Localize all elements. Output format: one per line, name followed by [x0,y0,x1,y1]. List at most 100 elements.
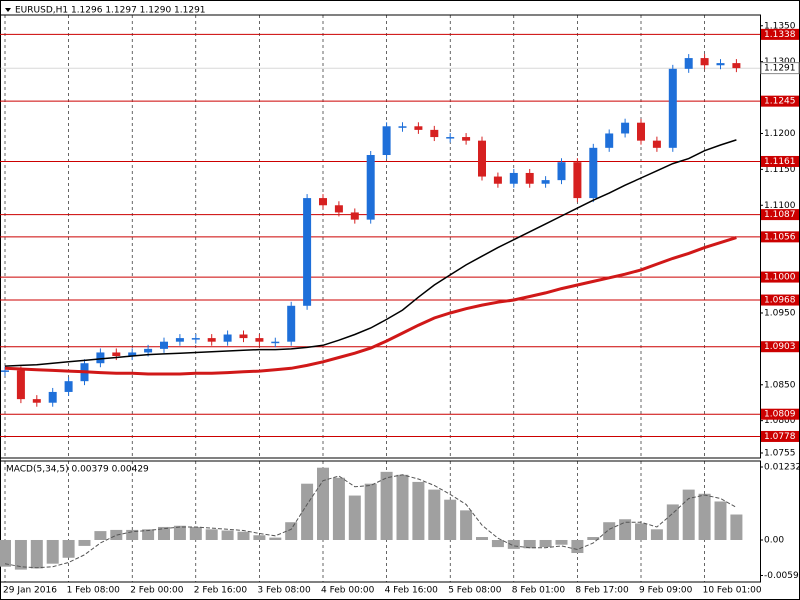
level-label: 1.0809 [764,410,796,420]
candle-body [1,370,9,372]
level-tag [761,209,799,221]
histogram-bar [285,522,298,540]
candle-body [175,338,184,342]
histogram-bar [635,523,647,540]
candle-body [637,122,645,141]
histogram-bar [253,535,266,540]
y-tick-label: 1.1200 [764,129,796,139]
histogram-bar [221,530,234,540]
candle-body [32,399,41,403]
histogram-bar [666,504,679,540]
candle-body [64,381,73,392]
candle-body [382,126,391,156]
histogram-bar [555,539,568,545]
level-label: 1.1245 [764,97,796,107]
histogram-bar [587,537,600,540]
candle-body [557,162,566,181]
level-tag [761,341,799,353]
level-tag [761,271,799,283]
level-label: 1.1338 [764,30,796,40]
level-tag [761,294,799,306]
histogram-bar [94,531,107,540]
level-tag [761,408,799,420]
histogram-bar [698,493,711,540]
histogram-bar [142,529,155,540]
histogram-bar [14,539,27,570]
x-tick-label: 9 Feb 09:00 [639,586,693,596]
candle-body [160,341,168,349]
candle-body [334,205,343,213]
candle-body [271,341,280,344]
candle-body [144,348,153,353]
macd-title: MACD(5,34,5) 0.00379 0.00429 [6,465,149,475]
histogram-bar [380,471,393,540]
histogram-bar [539,539,552,548]
y-tick-label: 1.1150 [764,165,796,175]
histogram-bar [0,539,11,567]
candle-body [605,133,614,148]
chart-title: EURUSD,H1 1.1296 1.1297 1.1290 1.1291 [15,6,206,16]
histogram-bar [62,539,75,558]
y-tick-label: 0.01232 [764,462,800,472]
x-tick-label: 2 Feb 16:00 [194,586,248,596]
y-tick-label: 1.0950 [764,308,796,318]
x-tick-label: 3 Feb 08:00 [257,586,311,596]
level-label: 1.0778 [764,432,796,442]
level-label: 1.1161 [764,157,796,167]
last-price-tag [760,62,800,75]
candle-body [573,162,582,199]
candle-body [255,338,264,342]
level-label: 1.0903 [764,342,796,352]
x-tick-label: 8 Feb 01:00 [512,586,566,596]
y-tick-label: 0.00 [764,535,784,545]
histogram-bar [428,489,441,540]
histogram-bar [682,489,695,540]
candle-body [16,370,25,400]
candle-body [303,198,312,306]
moving-average [4,236,737,376]
level-label: 1.1056 [764,232,796,242]
moving-average [4,139,737,367]
histogram-bar [730,514,743,540]
y-tick-label: 1.1350 [764,21,796,31]
candle-body [716,63,725,66]
candle-body [462,137,471,141]
histogram-bar [571,539,584,554]
level-tag [761,155,799,167]
histogram-bar [396,474,409,540]
candle-body [350,212,359,220]
candle-body [478,140,486,177]
candle-body [668,68,677,148]
histogram-bar [189,526,202,540]
y-tick-label: -0.00599 [764,571,800,581]
histogram-bar [619,519,632,540]
histogram-bar [269,537,282,540]
candle-body [430,129,439,138]
histogram-bar [78,539,91,546]
candle-body [287,305,296,342]
histogram-bar [110,529,123,540]
candle-body [589,147,598,199]
histogram-bar [205,529,218,540]
level-tag [761,430,799,442]
y-tick-label: 1.0800 [764,416,796,426]
level-tag [761,231,799,243]
candle-body [48,391,57,403]
level-tag [761,95,799,107]
histogram-bar [30,539,43,569]
histogram-bar [301,483,314,540]
histogram-bar [650,529,663,540]
level-tag [761,28,799,40]
histogram-bar [332,477,345,540]
x-tick-label: 4 Feb 00:00 [321,586,375,596]
histogram-bar [412,481,425,540]
histogram-bar [476,537,488,540]
level-label: 1.0968 [764,296,796,306]
level-label: 1.1000 [764,273,796,283]
histogram-bar [237,531,250,540]
y-tick-label: 1.0755 [764,448,796,458]
candle-body [191,338,200,340]
y-tick-label: 1.0850 [764,380,796,390]
candle-body [493,176,502,184]
